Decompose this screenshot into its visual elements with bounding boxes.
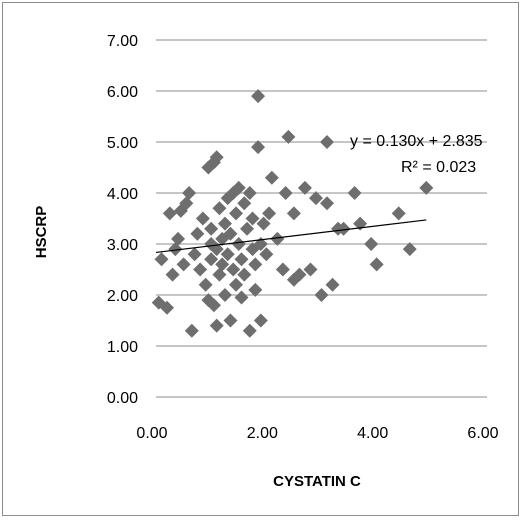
data-point — [160, 300, 175, 315]
data-point — [262, 206, 277, 221]
data-point — [253, 313, 268, 328]
y-tick-label: 1.00 — [107, 339, 138, 356]
data-point — [223, 226, 238, 241]
data-point — [234, 290, 249, 305]
data-point — [278, 186, 293, 200]
data-point — [231, 237, 246, 251]
data-point — [162, 206, 177, 221]
data-point — [223, 313, 238, 328]
data-point — [391, 206, 406, 221]
data-point — [242, 323, 257, 338]
data-point — [237, 267, 252, 282]
data-point — [198, 277, 213, 292]
y-tick-label: 6.00 — [107, 84, 138, 101]
data-point — [182, 186, 197, 200]
scatter-chart: 0.00 1.00 2.00 3.00 4.00 5.00 6.00 7.00 0.00 2.0… — [33, 33, 499, 490]
trendline — [155, 219, 427, 254]
data-point — [369, 257, 384, 272]
data-point — [245, 211, 260, 226]
data-point — [184, 323, 199, 338]
data-point — [226, 262, 241, 277]
data-point — [336, 221, 351, 236]
data-point — [292, 267, 307, 282]
data-point — [240, 221, 255, 236]
data-point — [242, 186, 257, 200]
data-point — [168, 242, 183, 257]
data-point — [248, 282, 263, 297]
data-point — [228, 206, 243, 221]
data-point — [237, 196, 252, 211]
data-point — [259, 247, 274, 262]
data-point — [217, 216, 232, 231]
data-point — [264, 170, 279, 185]
data-point — [190, 226, 205, 241]
y-tick-label: 2.00 — [107, 288, 138, 305]
y-tick-label: 0.00 — [107, 390, 138, 407]
data-point — [212, 201, 227, 216]
data-point — [215, 257, 230, 272]
data-point — [364, 237, 379, 251]
data-point — [171, 231, 186, 246]
y-tick-label: 7.00 — [107, 33, 138, 50]
x-axis-ticks: 0.00 2.00 4.00 6.00 — [136, 425, 498, 442]
data-point — [308, 191, 323, 206]
data-point — [251, 89, 266, 104]
data-point — [209, 150, 224, 165]
data-point — [217, 288, 232, 302]
data-point — [251, 140, 266, 155]
data-point — [187, 247, 202, 262]
x-tick-label: 6.00 — [467, 425, 498, 442]
data-point — [195, 211, 210, 226]
data-point — [220, 247, 235, 262]
data-point — [204, 221, 219, 236]
data-point — [286, 206, 301, 221]
data-point — [206, 298, 221, 313]
y-tick-label: 5.00 — [107, 135, 138, 152]
y-axis-title: HSCRP — [33, 206, 50, 259]
data-point — [209, 318, 224, 333]
data-points — [151, 89, 434, 338]
data-point — [253, 237, 268, 251]
trendline-equation: y = 0.130x + 2.835 — [350, 133, 483, 150]
data-point — [212, 267, 227, 282]
r-squared-label: R² = 0.023 — [401, 159, 476, 176]
data-point — [297, 180, 312, 195]
x-tick-label: 0.00 — [136, 425, 167, 442]
y-tick-label: 3.00 — [107, 237, 138, 254]
data-point — [256, 216, 271, 231]
data-point — [165, 267, 180, 282]
data-point — [347, 186, 362, 200]
data-point — [231, 180, 246, 195]
chart-frame: 0.00 1.00 2.00 3.00 4.00 5.00 6.00 7.00 0.00 2.0… — [2, 2, 519, 516]
x-tick-label: 2.00 — [247, 425, 278, 442]
data-point — [154, 252, 169, 267]
data-point — [234, 252, 249, 267]
data-point — [176, 257, 191, 272]
data-point — [248, 257, 263, 272]
data-point — [314, 288, 329, 302]
y-axis-ticks: 0.00 1.00 2.00 3.00 4.00 5.00 6.00 7.00 — [107, 33, 138, 407]
data-point — [303, 262, 318, 277]
x-tick-label: 4.00 — [357, 425, 388, 442]
data-point — [320, 196, 335, 211]
data-point — [228, 277, 243, 292]
data-point — [402, 242, 417, 257]
data-point — [270, 231, 285, 246]
y-tick-label: 4.00 — [107, 186, 138, 203]
data-point — [193, 262, 208, 277]
data-point — [275, 262, 290, 277]
data-point — [419, 180, 434, 195]
data-point — [281, 129, 296, 144]
x-axis-title: CYSTATIN C — [273, 473, 361, 490]
data-point — [325, 277, 340, 292]
data-point — [204, 252, 219, 267]
data-point — [320, 135, 335, 149]
data-point — [179, 196, 194, 211]
